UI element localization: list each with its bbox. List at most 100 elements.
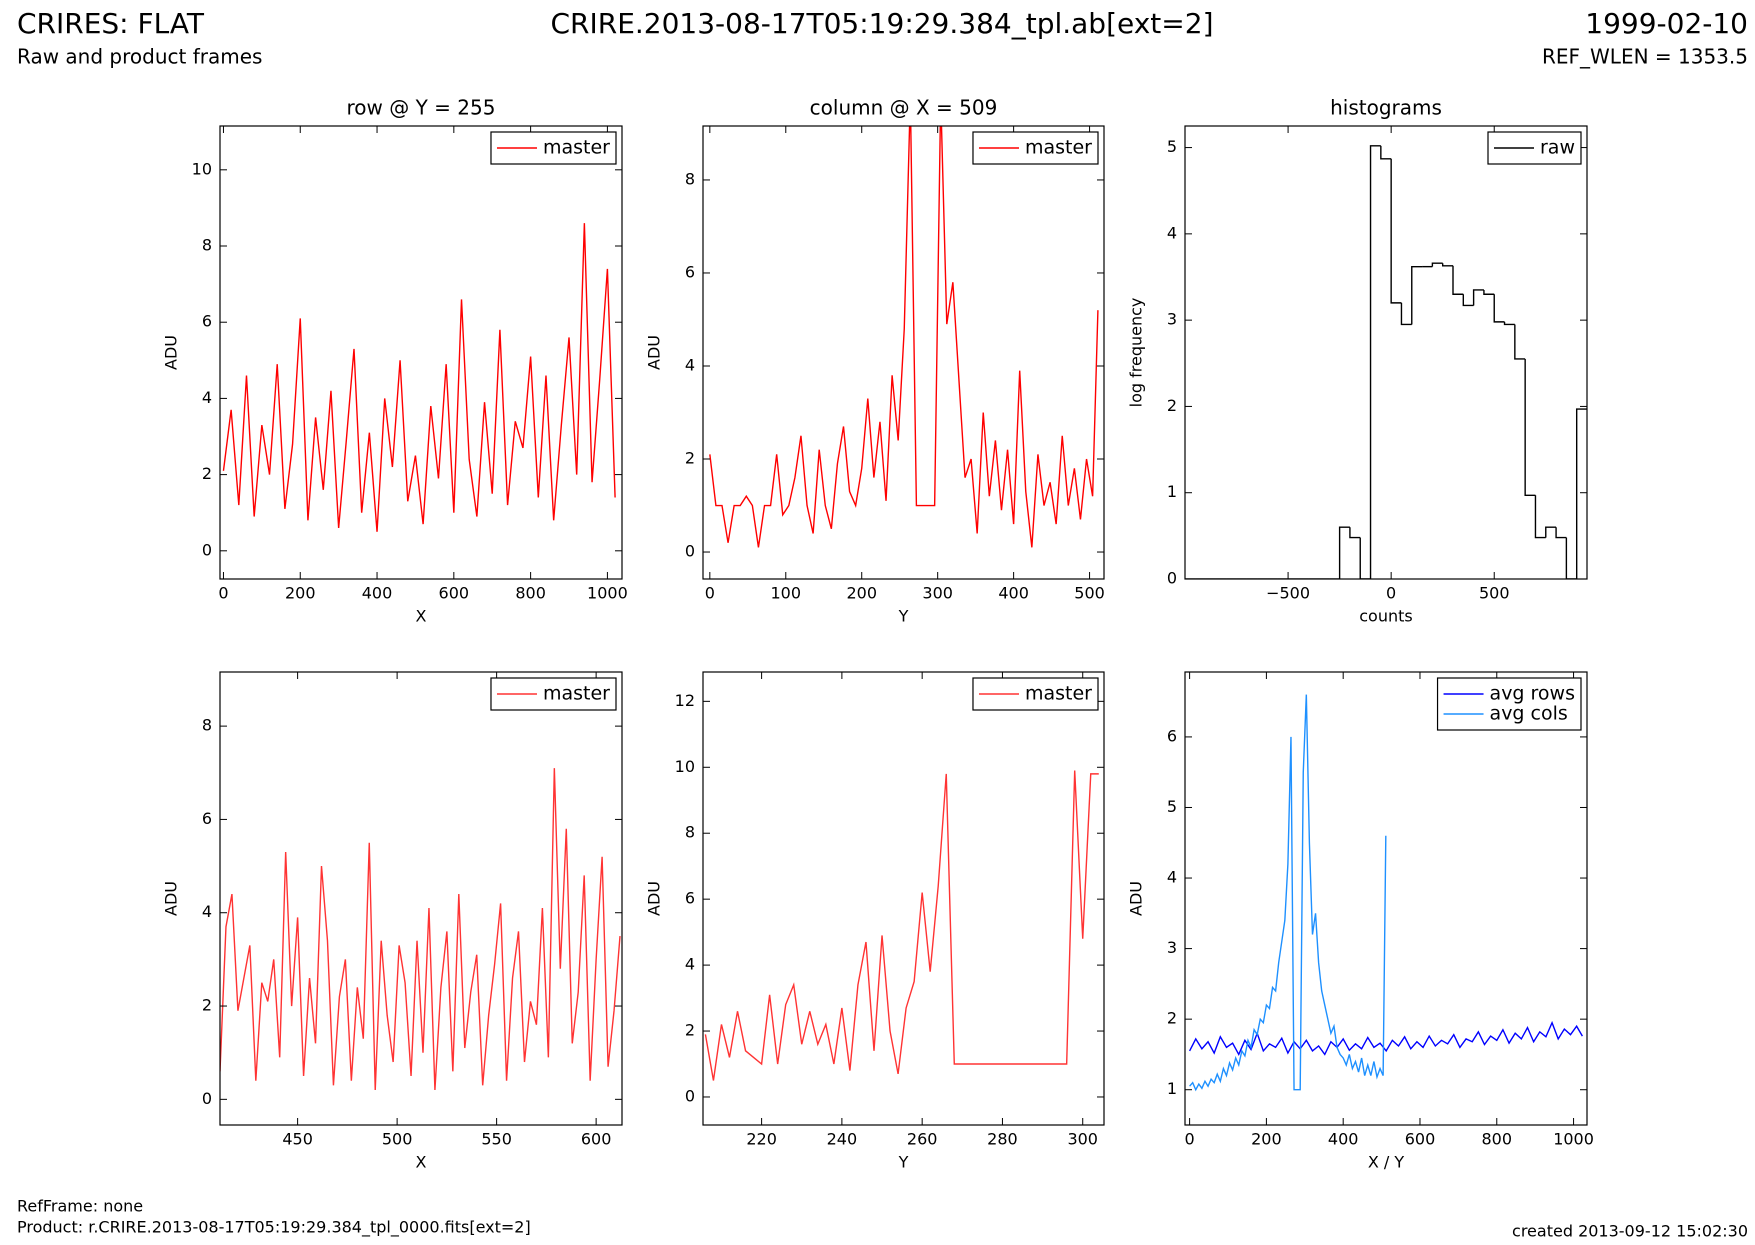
- x-tick-label: 280: [987, 1130, 1018, 1149]
- y-tick-label: 2: [685, 449, 695, 468]
- y-tick-label: 10: [675, 757, 695, 776]
- histogram-bin: [1493, 294, 1505, 323]
- header-date: 1999-02-10: [1585, 7, 1748, 40]
- y-tick-label: 4: [685, 355, 695, 374]
- legend-label: master: [543, 683, 610, 705]
- x-tick-label: 300: [1067, 1130, 1098, 1149]
- x-tick-label: 500: [1479, 584, 1510, 603]
- x-axis-label: X / Y: [1368, 1153, 1405, 1172]
- x-tick-label: 200: [1251, 1130, 1282, 1149]
- data-line: [1189, 694, 1387, 1092]
- histogram-bin: [1390, 158, 1402, 304]
- x-tick-label: 0: [1185, 1130, 1195, 1149]
- data-line: [220, 768, 621, 1091]
- header-ref-wlen: REF_WLEN = 1353.5: [1542, 45, 1748, 69]
- y-tick-label: 0: [685, 1086, 695, 1105]
- plot-area: [222, 223, 616, 532]
- data-line: [1188, 1020, 1583, 1057]
- histogram-bin: [1483, 289, 1495, 295]
- y-tick-label: 6: [1167, 726, 1177, 745]
- y-tick-label: 2: [202, 464, 212, 483]
- plot-area: [704, 770, 1099, 1081]
- x-tick-label: 600: [1405, 1130, 1436, 1149]
- x-tick-label: 200: [846, 584, 877, 603]
- panel-title: column @ X = 509: [810, 96, 998, 120]
- y-axis-label: ADU: [645, 335, 664, 370]
- plot-frame: [702, 671, 1105, 1126]
- y-tick-label: 5: [1167, 797, 1177, 816]
- plot-area: [709, 126, 1099, 548]
- x-tick-label: 800: [515, 584, 546, 603]
- y-tick-label: 2: [685, 1021, 695, 1040]
- histogram-bin: [1555, 527, 1567, 539]
- y-tick-label: 4: [202, 902, 212, 921]
- y-axis-label: ADU: [1127, 881, 1146, 916]
- x-tick-label: 0: [705, 584, 715, 603]
- x-tick-label: 600: [439, 584, 470, 603]
- legend-label: raw: [1540, 137, 1575, 159]
- x-axis-label: Y: [898, 1153, 909, 1172]
- y-tick-label: 0: [685, 542, 695, 561]
- x-tick-label: 260: [907, 1130, 938, 1149]
- legend: master: [972, 677, 1099, 711]
- x-tick-label: 200: [285, 584, 316, 603]
- x-axis-label: X: [416, 607, 427, 626]
- y-tick-label: 2: [1167, 1009, 1177, 1028]
- y-tick-label: 8: [685, 169, 695, 188]
- plot-frame: [1184, 671, 1588, 1126]
- footer-created: created 2013-09-12 15:02:30: [1512, 1222, 1748, 1241]
- y-tick-label: 1: [1167, 482, 1177, 501]
- histogram-bin: [1441, 263, 1453, 267]
- legend: master: [972, 131, 1099, 165]
- y-axis-label: log frequency: [1127, 298, 1146, 408]
- legend: master: [490, 677, 617, 711]
- header-title: CRIRES: FLAT: [17, 7, 205, 40]
- x-tick-label: 1000: [1553, 1130, 1594, 1149]
- x-tick-label: 550: [481, 1130, 512, 1149]
- y-tick-label: 8: [202, 716, 212, 735]
- y-tick-label: 12: [675, 691, 695, 710]
- panel-title: row @ Y = 255: [347, 96, 496, 120]
- x-axis-label: Y: [898, 607, 909, 626]
- x-tick-label: 500: [1074, 584, 1105, 603]
- legend-label: master: [543, 137, 610, 159]
- x-tick-label: 500: [382, 1130, 413, 1149]
- panel-title: histograms: [1330, 96, 1442, 120]
- plot-frame: [702, 125, 1105, 580]
- data-line: [704, 770, 1099, 1081]
- y-tick-label: 1: [1167, 1079, 1177, 1098]
- histogram-bin: [1349, 527, 1361, 539]
- x-tick-label: 0: [218, 584, 228, 603]
- y-tick-label: 6: [685, 262, 695, 281]
- legend-label: master: [1025, 683, 1092, 705]
- histogram-bin: [1503, 321, 1515, 326]
- x-tick-label: 1000: [587, 584, 628, 603]
- x-tick-label: 220: [746, 1130, 777, 1149]
- plot-area: [220, 768, 621, 1091]
- histogram-bin: [1400, 302, 1412, 326]
- y-tick-label: 8: [685, 823, 695, 842]
- data-line: [222, 223, 616, 532]
- x-tick-label: 300: [922, 584, 953, 603]
- histogram-bin: [1359, 537, 1371, 579]
- y-tick-label: 4: [1167, 223, 1177, 242]
- histogram-bin: [1452, 265, 1464, 295]
- legend-label: avg rows: [1490, 683, 1575, 705]
- footer-refframe: RefFrame: none: [17, 1197, 143, 1216]
- histogram-bin: [1380, 145, 1392, 160]
- y-tick-label: 4: [685, 955, 695, 974]
- histogram-bin: [1369, 145, 1381, 579]
- histogram-bin: [1565, 537, 1577, 579]
- plot-frame: [219, 125, 623, 580]
- y-tick-label: 10: [192, 159, 212, 178]
- x-axis-label: X: [416, 1153, 427, 1172]
- x-tick-label: −500: [1266, 584, 1310, 603]
- legend-label: avg cols: [1490, 703, 1568, 725]
- x-tick-label: 240: [827, 1130, 858, 1149]
- x-tick-label: 100: [771, 584, 802, 603]
- histogram-bin: [1524, 358, 1536, 497]
- y-tick-label: 0: [1167, 569, 1177, 588]
